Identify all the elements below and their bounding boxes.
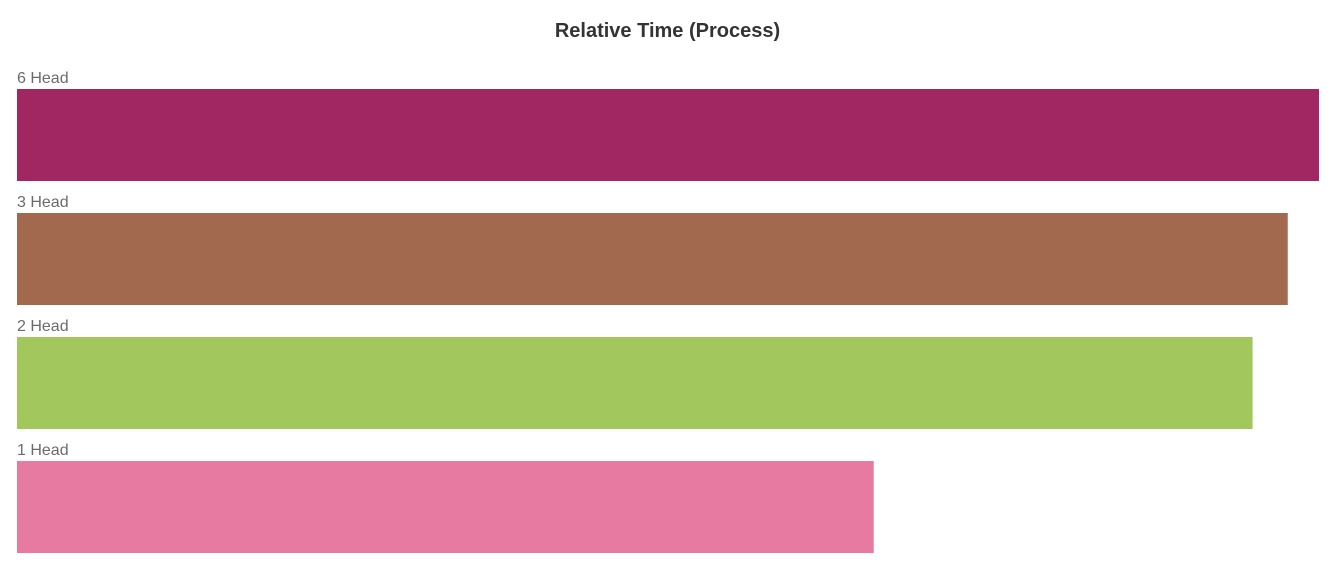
bar-2-head[interactable] — [17, 337, 1253, 429]
chart-title: Relative Time (Process) — [554, 20, 781, 42]
bar-6-head[interactable] — [17, 89, 1319, 181]
category-label: 6 Head — [17, 70, 69, 87]
bar-1-head[interactable] — [17, 461, 874, 553]
category-label: 1 Head — [17, 442, 69, 459]
category-label: 2 Head — [17, 318, 69, 335]
bar-3-head[interactable] — [17, 213, 1288, 305]
category-label: 3 Head — [17, 194, 69, 211]
